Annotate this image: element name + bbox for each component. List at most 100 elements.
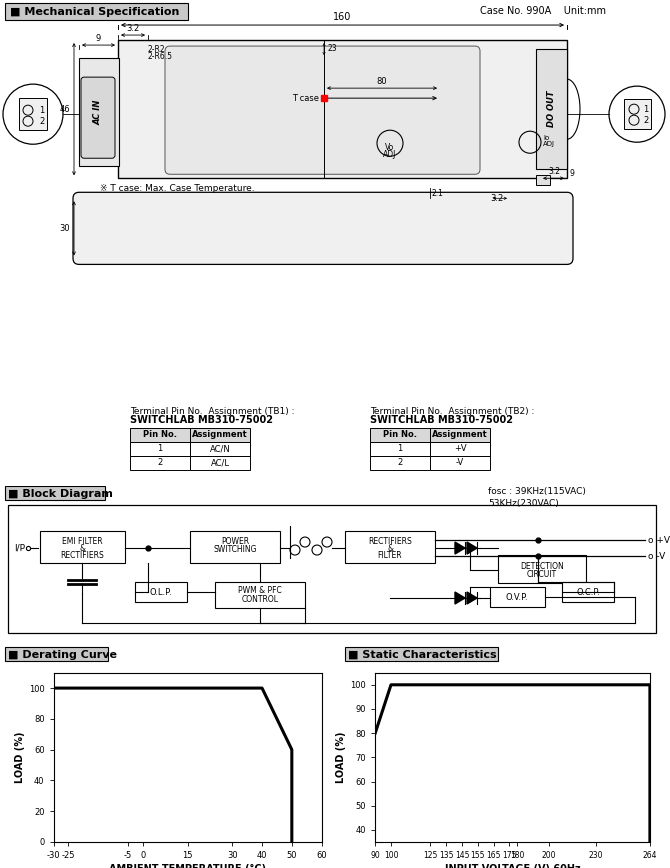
Text: 80: 80 [377, 77, 387, 86]
Bar [430, 442, 490, 456]
Text: FILTER: FILTER [378, 550, 402, 560]
Bar [190, 428, 250, 442]
Text: Case No. 990A    Unit:mm: Case No. 990A Unit:mm [480, 6, 606, 16]
Text: AC/N: AC/N [210, 444, 230, 453]
Text: ■ Mechanical Specification: ■ Mechanical Specification [10, 7, 180, 17]
Text: 1: 1 [39, 106, 44, 115]
Text: Assignment: Assignment [192, 431, 248, 439]
Text: Io: Io [543, 135, 549, 141]
Polygon shape [467, 542, 477, 554]
FancyBboxPatch shape [73, 193, 573, 265]
Bar [430, 456, 490, 470]
Text: 30: 30 [60, 224, 70, 233]
Bar [130, 428, 190, 442]
Text: 2: 2 [157, 458, 163, 467]
Bar [130, 456, 190, 470]
Bar [536, 49, 567, 169]
Text: 1: 1 [397, 444, 403, 453]
Text: ■ Block Diagram: ■ Block Diagram [8, 489, 113, 499]
Bar [190, 531, 280, 563]
Text: 1: 1 [157, 444, 163, 453]
FancyBboxPatch shape [165, 46, 480, 174]
Text: 3.2: 3.2 [490, 194, 503, 203]
Bar [5, 486, 105, 500]
Text: 2: 2 [643, 115, 649, 125]
Polygon shape [455, 542, 465, 554]
Text: POWER: POWER [221, 536, 249, 546]
Bar [8, 505, 656, 633]
Text: SWITCHLAB MB310-75002: SWITCHLAB MB310-75002 [130, 415, 273, 424]
Bar [190, 442, 250, 456]
Text: Terminal Pin No.  Assignment (TB1) :: Terminal Pin No. Assignment (TB1) : [130, 406, 295, 416]
Text: 9: 9 [570, 169, 575, 178]
Text: ADJ: ADJ [543, 141, 555, 148]
Text: DETECTION: DETECTION [520, 562, 564, 570]
Text: O.C.P.: O.C.P. [576, 588, 600, 596]
Text: o -V: o -V [648, 551, 665, 561]
Bar [370, 428, 430, 442]
Y-axis label: LOAD (%): LOAD (%) [336, 732, 346, 783]
Text: ■ Static Characteristics: ■ Static Characteristics [348, 650, 496, 660]
Text: CIRCUIT: CIRCUIT [527, 569, 557, 579]
Text: T case: T case [292, 94, 319, 102]
Bar [215, 582, 305, 608]
Text: 3.2: 3.2 [127, 24, 139, 33]
Text: O.L.P.: O.L.P. [149, 588, 172, 596]
Y-axis label: LOAD (%): LOAD (%) [15, 732, 25, 783]
Text: 2: 2 [397, 458, 403, 467]
Text: O.V.P.: O.V.P. [506, 593, 529, 602]
Text: ※ T case: Max. Case Temperature.: ※ T case: Max. Case Temperature. [100, 184, 255, 193]
Bar [5, 647, 108, 661]
Text: RECTIFIERS: RECTIFIERS [60, 550, 104, 560]
Bar [79, 58, 119, 167]
Bar [345, 531, 435, 563]
Bar [130, 442, 190, 456]
Text: Pin No.: Pin No. [143, 431, 177, 439]
FancyBboxPatch shape [81, 77, 115, 158]
Text: 23: 23 [327, 43, 336, 53]
Text: RECTIFIERS: RECTIFIERS [368, 536, 412, 546]
Bar [190, 456, 250, 470]
Polygon shape [467, 592, 477, 604]
Bar [624, 99, 651, 129]
Bar [536, 175, 550, 185]
Text: SWITCHING: SWITCHING [213, 544, 257, 554]
Bar [498, 555, 586, 583]
Bar [562, 582, 614, 602]
X-axis label: AMBIENT TEMPERATURE (°C): AMBIENT TEMPERATURE (°C) [109, 865, 266, 868]
Bar [19, 98, 47, 130]
Bar [5, 3, 188, 20]
Bar [118, 40, 567, 178]
Bar [490, 587, 545, 607]
Text: Assignment: Assignment [432, 431, 488, 439]
Text: Pin No.: Pin No. [383, 431, 417, 439]
Text: +V: +V [454, 444, 466, 453]
Bar [40, 531, 125, 563]
Text: -V: -V [456, 458, 464, 467]
Text: DO OUT: DO OUT [547, 91, 556, 128]
Bar [345, 647, 498, 661]
X-axis label: INPUT VOLTAGE (V) 60Hz: INPUT VOLTAGE (V) 60Hz [445, 865, 580, 868]
Text: ■ Derating Curve: ■ Derating Curve [8, 650, 117, 660]
Text: SWITCHLAB MB310-75002: SWITCHLAB MB310-75002 [370, 415, 513, 424]
Text: I/P: I/P [14, 543, 25, 553]
Text: 46: 46 [60, 105, 70, 114]
Text: CONTROL: CONTROL [241, 595, 279, 603]
Bar [430, 428, 490, 442]
Bar [135, 582, 187, 602]
Text: 3.2: 3.2 [548, 168, 560, 176]
Text: 2: 2 [39, 116, 44, 126]
Text: 1: 1 [643, 105, 649, 114]
Text: 9: 9 [95, 34, 100, 43]
Text: 160: 160 [333, 12, 352, 22]
Text: &: & [79, 543, 85, 553]
Text: 2-R6.5: 2-R6.5 [148, 51, 173, 61]
Text: 2-R2: 2-R2 [148, 44, 165, 54]
Text: EMI FILTER: EMI FILTER [62, 536, 103, 546]
Text: AC IN: AC IN [94, 100, 103, 125]
Bar [370, 456, 430, 470]
Text: Vo: Vo [385, 142, 395, 152]
Text: fosc : 39KHz(115VAC)
53KHz(230VAC): fosc : 39KHz(115VAC) 53KHz(230VAC) [488, 487, 586, 508]
Text: Terminal Pin No.  Assignment (TB2) :: Terminal Pin No. Assignment (TB2) : [370, 406, 535, 416]
Polygon shape [455, 592, 465, 604]
